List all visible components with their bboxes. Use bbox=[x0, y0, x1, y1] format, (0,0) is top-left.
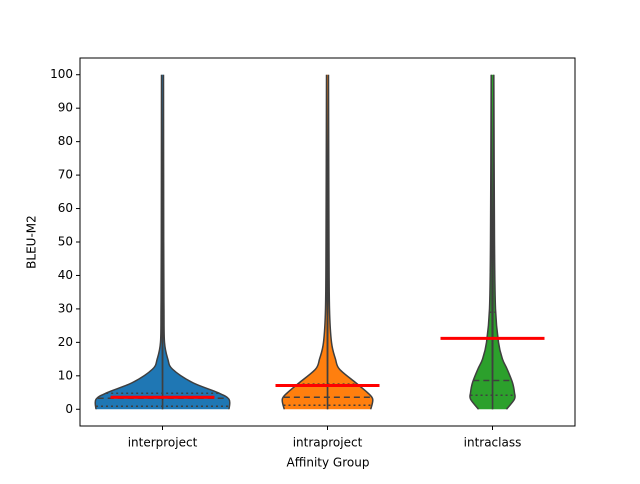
y-tick-label: 10 bbox=[58, 368, 73, 382]
violin-outline bbox=[491, 74, 516, 410]
violin-body bbox=[469, 74, 493, 410]
y-tick-label: 20 bbox=[58, 335, 73, 349]
y-tick-label: 80 bbox=[58, 134, 73, 148]
violin-body bbox=[327, 74, 373, 410]
y-tick-label: 70 bbox=[58, 168, 73, 182]
y-tick-label: 60 bbox=[58, 201, 73, 215]
x-tick-label: intraproject bbox=[293, 436, 363, 450]
violin-body bbox=[162, 74, 230, 410]
x-axis-label: Affinity Group bbox=[287, 456, 370, 470]
y-tick-label: 100 bbox=[50, 67, 73, 81]
violin-outline bbox=[161, 74, 231, 410]
y-tick-label: 50 bbox=[58, 235, 73, 249]
y-tick-label: 0 bbox=[65, 402, 73, 416]
violin-body bbox=[95, 74, 163, 410]
y-axis-label: BLEU-M2 bbox=[25, 215, 39, 269]
violin-outline bbox=[469, 74, 494, 410]
x-tick-label: interproject bbox=[128, 436, 198, 450]
x-tick-label: intraclass bbox=[464, 436, 522, 450]
y-tick-label: 30 bbox=[58, 301, 73, 315]
violin-outline bbox=[94, 74, 164, 410]
y-tick-label: 40 bbox=[58, 268, 73, 282]
violin-outline bbox=[326, 74, 374, 410]
violin-outline bbox=[281, 74, 329, 410]
y-tick-label: 90 bbox=[58, 101, 73, 115]
violin-body bbox=[492, 74, 516, 410]
violin-body bbox=[282, 74, 328, 410]
